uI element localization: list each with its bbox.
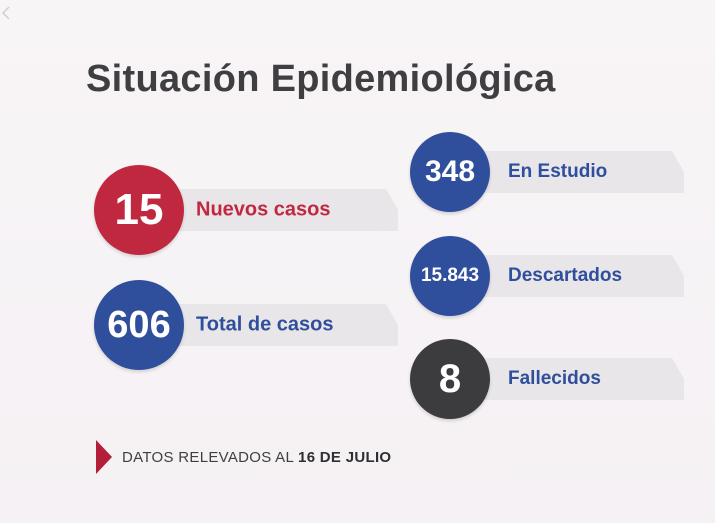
page-title: Situación Epidemiológica — [86, 58, 556, 100]
total-cases-value: 606 — [107, 303, 171, 346]
stat-bar — [144, 304, 398, 346]
stat-deaths: 8 Fallecidos — [410, 339, 684, 419]
triangle-right-icon — [96, 440, 112, 474]
footer-prefix: DATOS RELEVADOS AL — [122, 448, 294, 466]
stat-value-badge: 15.843 — [410, 236, 490, 316]
stat-in-study: 348 En Estudio — [410, 132, 684, 212]
stat-value-badge: 15 — [94, 165, 184, 255]
new-cases-value: 15 — [114, 185, 164, 234]
chevron-left-icon — [2, 6, 10, 20]
in-study-label: En Estudio — [508, 161, 608, 182]
discarded-label: Descartados — [508, 265, 623, 286]
stat-discarded: 15.843 Descartados — [410, 236, 684, 316]
deaths-value: 8 — [438, 356, 462, 401]
new-cases-label: Nuevos casos — [196, 198, 331, 221]
footer-date: 16 DE JULIO — [298, 448, 392, 466]
data-date-note: DATOS RELEVADOS AL 16 DE JULIO — [96, 440, 391, 474]
stat-value-badge: 606 — [94, 280, 184, 370]
stat-total-cases: 606 Total de casos — [94, 280, 398, 370]
discarded-value: 15.843 — [420, 265, 480, 286]
in-study-value: 348 — [424, 155, 476, 188]
stat-bar — [454, 358, 684, 400]
stat-bar — [454, 151, 684, 193]
deaths-label: Fallecidos — [508, 368, 601, 389]
total-cases-label: Total de casos — [196, 313, 334, 336]
stat-value-badge: 8 — [410, 339, 490, 419]
stat-value-badge: 348 — [410, 132, 490, 212]
stat-new-cases: 15 Nuevos casos — [94, 165, 398, 255]
footer-text: DATOS RELEVADOS AL 16 DE JULIO — [122, 449, 391, 466]
stat-bar — [454, 255, 684, 297]
stat-bar — [144, 189, 398, 231]
